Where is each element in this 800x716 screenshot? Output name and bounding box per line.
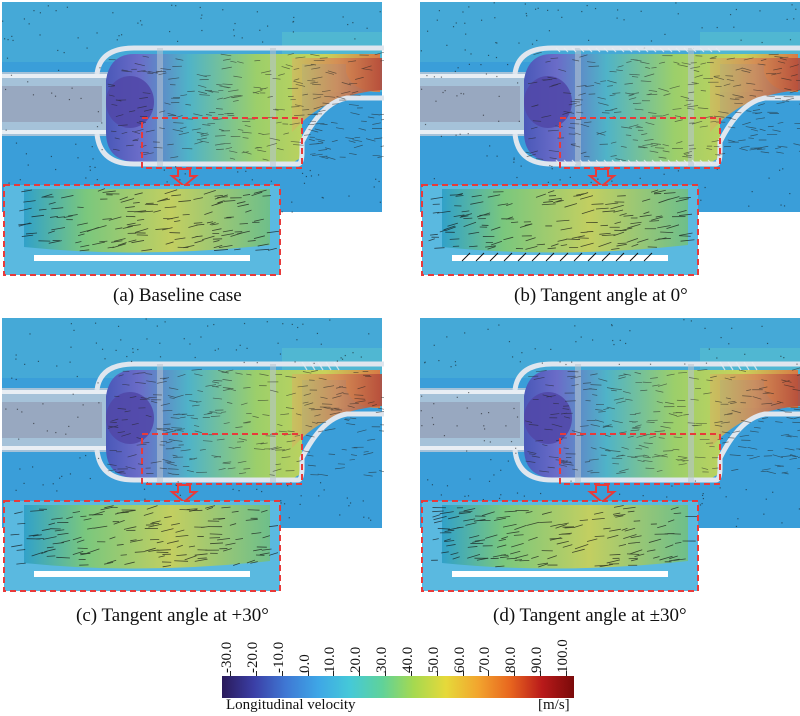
colorbar-tick-label: -20.0	[244, 641, 261, 673]
colorbar-tick	[410, 671, 412, 676]
panel-a	[2, 2, 384, 277]
colorbar-tick	[566, 671, 567, 676]
colorbar-tick-label: -30.0	[219, 641, 235, 673]
colorbar-unit: [m/s]	[538, 697, 570, 713]
colorbar-tick	[385, 671, 387, 676]
colorbar-tick-label: 70.0	[477, 646, 494, 673]
caption-a: (a) Baseline case	[113, 285, 242, 306]
caption-d: (d) Tangent angle at ±30°	[493, 605, 687, 626]
colorbar-tick	[307, 671, 309, 676]
colorbar-tick-label: 90.0	[529, 646, 546, 673]
colorbar-tick	[488, 671, 490, 676]
colorbar-tick	[230, 671, 231, 676]
flow-field-image	[2, 318, 384, 592]
flow-field-image	[420, 318, 800, 592]
colorbar-tick-label: 30.0	[374, 646, 391, 673]
colorbar-tick-label: 10.0	[322, 646, 339, 673]
colorbar-tick	[359, 671, 361, 676]
colorbar-tick-label: 20.0	[348, 646, 365, 673]
colorbar-tick-label: -10.0	[270, 641, 287, 673]
colorbar-tick-label: 40.0	[399, 646, 416, 673]
flow-field-image	[2, 2, 384, 276]
colorbar-tick	[514, 671, 516, 676]
panel-c	[2, 318, 384, 593]
panel-b	[420, 2, 800, 277]
colorbar	[222, 676, 574, 698]
caption-b: (b) Tangent angle at 0°	[514, 285, 688, 306]
colorbar-tick-label: 100.0	[555, 639, 571, 673]
colorbar-tick-label: 50.0	[425, 646, 442, 673]
colorbar-tick-label: 60.0	[451, 646, 468, 673]
flow-field-image	[420, 2, 800, 276]
colorbar-tick-label: 80.0	[503, 646, 520, 673]
colorbar-tick	[255, 671, 257, 676]
colorbar-tick-label: 0.0	[296, 654, 313, 673]
caption-c: (c) Tangent angle at +30°	[76, 605, 269, 626]
colorbar-tick	[540, 671, 542, 676]
colorbar-tick	[462, 671, 464, 676]
colorbar-title: Longitudinal velocity	[226, 697, 356, 713]
colorbar-tick	[281, 671, 283, 676]
colorbar-gradient	[222, 676, 574, 698]
colorbar-tick	[333, 671, 335, 676]
colorbar-tick	[436, 671, 438, 676]
panel-d	[420, 318, 800, 593]
